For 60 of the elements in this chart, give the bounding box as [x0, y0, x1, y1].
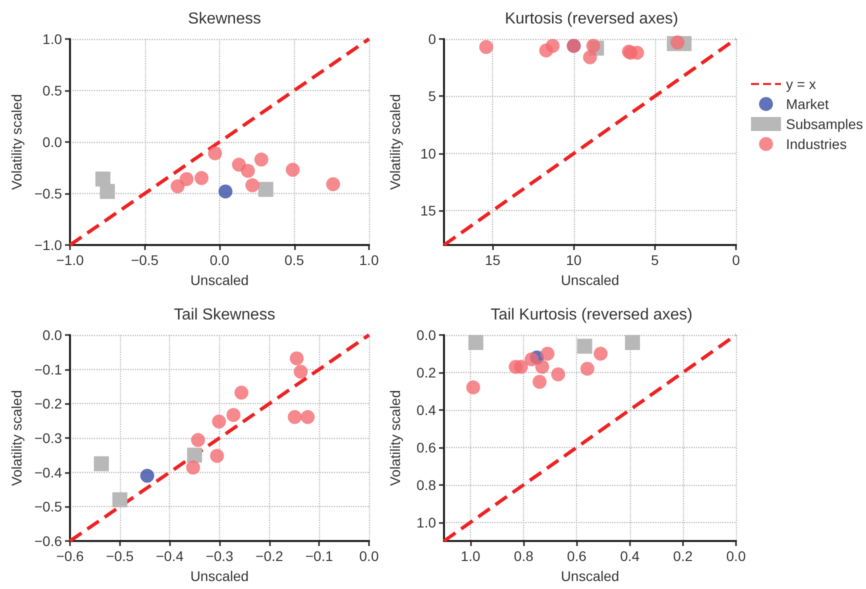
x-axis-title: Unscaled [190, 568, 249, 584]
x-tick-label: −0.5 [106, 548, 134, 564]
y-tick-label: −0.1 [34, 361, 62, 378]
chart-title: Tail Skewness [174, 306, 276, 324]
x-axis-title: Unscaled [560, 568, 620, 584]
chart-title: Skewness [188, 10, 261, 28]
chart-title: Tail Kurtosis (reversed axes) [490, 306, 692, 324]
y-tick-label: 15 [420, 202, 436, 219]
chart-title: Kurtosis (reversed axes) [504, 10, 678, 28]
x-tick-label: 0.8 [514, 548, 534, 564]
y-tick-label: 1.0 [416, 514, 436, 530]
y-tick-label: 0.8 [416, 476, 436, 493]
y-tick-label: −0.4 [34, 464, 62, 480]
x-tick-label: 10 [566, 252, 582, 268]
y-tick-label: −0.5 [34, 498, 62, 515]
x-tick-label: 0.2 [673, 548, 693, 564]
y-axis-title: Volatility scaled [8, 94, 24, 190]
x-tick-label: 0.0 [210, 252, 230, 268]
y-tick-label: −0.2 [34, 396, 62, 412]
y-axis-title: Volatility scaled [387, 390, 403, 486]
x-axis-title: Unscaled [560, 272, 620, 288]
legend-label: y = x [786, 76, 816, 92]
y-tick-label: −0.3 [34, 430, 62, 446]
y-tick-label: 0.2 [416, 364, 436, 380]
y-tick-label: 5 [428, 88, 436, 104]
x-tick-label: −0.1 [305, 548, 334, 564]
y-tick-label: −0.6 [34, 533, 62, 549]
x-tick-label: 0.6 [566, 548, 587, 564]
x-tick-label: 5 [650, 252, 659, 268]
y-tick-label: 0.0 [42, 327, 62, 343]
x-tick-label: 1.0 [460, 548, 480, 564]
x-tick-label: 0.0 [726, 548, 746, 564]
x-tick-label: −1.0 [56, 252, 84, 268]
x-tick-label: −0.4 [156, 548, 184, 564]
legend-label: Subsamples [786, 116, 864, 132]
x-tick-label: −0.2 [256, 548, 284, 564]
legend-label: Market [786, 96, 829, 112]
y-axis-title: Volatility scaled [387, 94, 403, 190]
x-tick-label: −0.5 [130, 252, 159, 268]
x-tick-label: −0.6 [56, 548, 84, 564]
x-tick-label: −0.3 [206, 548, 234, 564]
y-tick-label: 0.4 [416, 402, 436, 418]
y-tick-label: −1.0 [34, 237, 62, 253]
y-tick-label: 0.0 [42, 134, 62, 150]
x-tick-label: 0 [732, 252, 740, 268]
y-tick-label: 0.6 [416, 439, 436, 456]
y-tick-label: 10 [420, 145, 436, 162]
x-axis-title: Unscaled [190, 272, 249, 288]
legend-label: Industries [786, 136, 847, 152]
y-tick-label: −0.5 [34, 186, 62, 202]
x-tick-label: 0.4 [620, 548, 640, 564]
y-tick-label: 0 [428, 31, 436, 47]
y-tick-label: 1.0 [42, 31, 62, 47]
x-tick-label: 1.0 [359, 252, 379, 268]
y-tick-label: 0.5 [42, 82, 62, 98]
x-tick-label: 15 [484, 252, 501, 268]
y-axis-title: Volatility scaled [8, 390, 24, 486]
x-tick-label: 0.5 [284, 252, 304, 268]
x-tick-label: 0.0 [359, 548, 379, 564]
y-tick-label: 0.0 [416, 327, 436, 343]
